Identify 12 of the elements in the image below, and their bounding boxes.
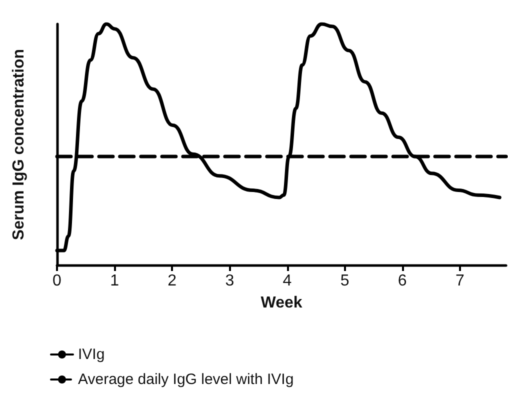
x-tick-label: 7 xyxy=(455,272,464,290)
x-tick-label: 6 xyxy=(398,272,407,290)
legend-label: IVIg xyxy=(78,346,105,363)
x-axis-title: Week xyxy=(260,294,302,312)
x-tick-label: 4 xyxy=(282,272,292,290)
x-tick-label: 2 xyxy=(168,272,177,290)
x-tick-label: 5 xyxy=(340,272,350,290)
legend-label: Average daily IgG level with IVIg xyxy=(78,371,294,388)
x-tick-label: 0 xyxy=(52,272,62,290)
x-tick-label: 3 xyxy=(225,272,234,290)
x-tick-label: 1 xyxy=(110,272,120,290)
y-axis-title: Serum IgG concentration xyxy=(10,48,28,240)
